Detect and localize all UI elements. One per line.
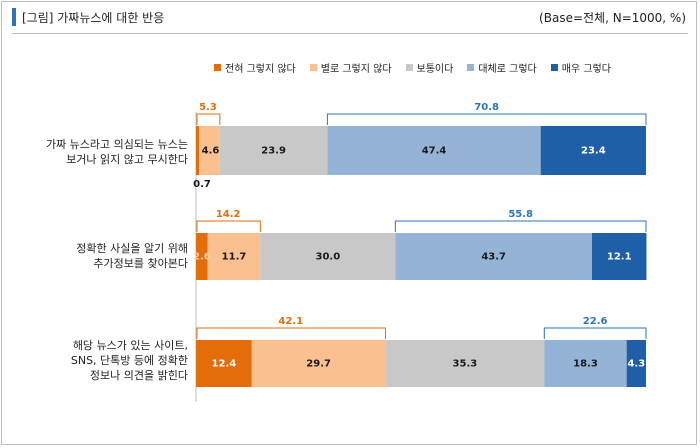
chart-title: [그림] 가짜뉴스에 대한 반응: [22, 11, 165, 25]
category-label-line: 해당 뉴스가 있는 사이트,: [72, 339, 188, 352]
negative-sum-label: 5.3: [199, 102, 217, 113]
category-label-line: 추가정보를 찾아본다: [93, 257, 188, 270]
header: [그림] 가짜뉴스에 대한 반응 (Base=전체, N=1000, %): [0, 0, 700, 34]
negative-sum-bracket: [196, 327, 386, 339]
positive-sum-bracket: [326, 113, 647, 125]
bar-segment: [385, 340, 545, 387]
data-label: 43.7: [481, 252, 506, 263]
legend-item-3: 보통이다: [405, 60, 454, 75]
legend: 전혀 그렇지 않다 별로 그렇지 않다 보통이다 대체로 그렇다 매우 그렇다: [214, 60, 611, 75]
bar-segment: [196, 126, 200, 175]
bar-segment: [327, 126, 541, 175]
bar-segment: [626, 340, 646, 387]
bar-segment: [199, 126, 220, 175]
positive-sum-bracket: [543, 327, 647, 339]
data-label: 12.1: [607, 252, 632, 263]
negative-sum-bracket: [196, 220, 261, 232]
bar-segment: [395, 233, 592, 280]
legend-label: 대체로 그렇다: [478, 64, 537, 75]
legend-label: 보통이다: [416, 64, 454, 75]
negative-sum-label: 14.2: [216, 209, 241, 220]
bar-segment: [196, 340, 252, 387]
legend-label: 매우 그렇다: [561, 64, 611, 75]
bar-segment: [544, 340, 627, 387]
bar-segment: [260, 233, 396, 280]
data-label: 18.3: [573, 359, 598, 370]
data-label: 30.0: [316, 252, 341, 263]
bar-segment: [219, 126, 328, 175]
negative-sum-bracket: [196, 113, 221, 125]
bar-segment: [196, 233, 208, 280]
legend-item-2: 별로 그렇지 않다: [309, 60, 392, 75]
legend-swatch: [467, 64, 475, 71]
positive-sum-label: 22.6: [583, 316, 608, 327]
data-label: 12.4: [212, 359, 237, 370]
legend-item-4: 대체로 그렇다: [467, 60, 537, 75]
data-label: 0.7: [193, 179, 211, 190]
bar-segment: [207, 233, 261, 280]
legend-label: 별로 그렇지 않다: [320, 64, 392, 75]
legend-swatch: [309, 64, 317, 71]
legend-label: 전혀 그렇지 않다: [225, 64, 296, 75]
legend-item-1: 전혀 그렇지 않다: [214, 60, 296, 75]
data-label: 29.7: [306, 359, 331, 370]
bar-segment: [540, 126, 646, 175]
data-label: 35.3: [453, 359, 478, 370]
title-accent-bar: [12, 8, 16, 26]
legend-swatch: [550, 64, 558, 71]
data-label: 23.4: [581, 146, 606, 157]
data-label: 2.6: [193, 252, 211, 263]
header-divider: [12, 33, 688, 34]
positive-sum-label: 70.8: [474, 102, 499, 113]
negative-sum-label: 42.1: [278, 316, 303, 327]
base-note: (Base=전체, N=1000, %): [539, 11, 686, 25]
bar-segment: [251, 340, 386, 387]
category-label-line: SNS, 단톡방 등에 정확한: [70, 354, 188, 367]
positive-sum-bracket: [394, 220, 647, 232]
category-label-line: 정확한 사실을 알기 위해: [76, 242, 188, 255]
data-label: 23.9: [261, 146, 286, 157]
legend-swatch: [405, 64, 413, 71]
data-label: 4.3: [627, 359, 645, 370]
data-label: 11.7: [222, 252, 247, 263]
data-label: 47.4: [422, 146, 447, 157]
category-label-line: 정보나 의견을 밝힌다: [89, 369, 188, 382]
positive-sum-label: 55.8: [508, 209, 533, 220]
data-label: 4.6: [202, 146, 220, 157]
legend-swatch: [214, 64, 221, 71]
bar-segment: [592, 233, 647, 280]
category-label-line: 가짜 뉴스라고 의심되는 뉴스는: [45, 138, 188, 151]
legend-item-5: 매우 그렇다: [550, 60, 611, 75]
category-label-line: 보거나 읽지 않고 무시한다: [66, 153, 188, 166]
